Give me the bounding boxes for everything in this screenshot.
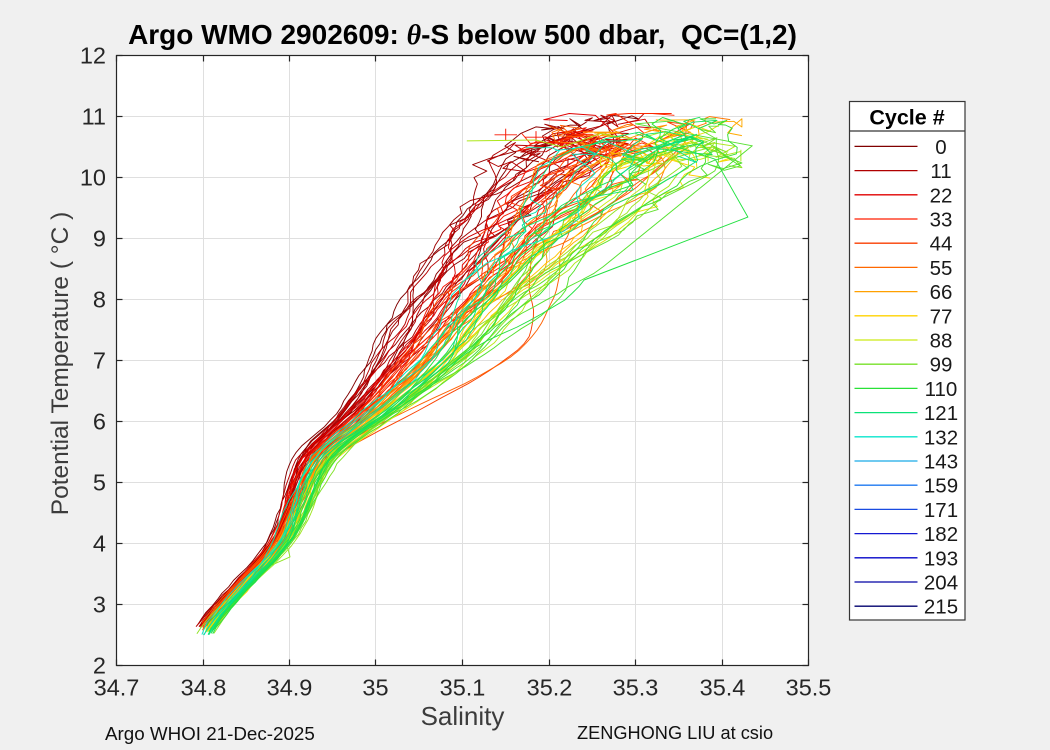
svg-text:9: 9 [93, 226, 106, 252]
svg-text:182: 182 [924, 523, 958, 546]
svg-text:8: 8 [93, 287, 106, 313]
svg-text:35.5: 35.5 [786, 675, 832, 701]
svg-text:2: 2 [93, 653, 106, 679]
svg-text:55: 55 [930, 257, 953, 280]
svg-text:44: 44 [930, 233, 953, 256]
svg-text:77: 77 [930, 305, 953, 328]
svg-text:99: 99 [930, 354, 953, 377]
svg-text:3: 3 [93, 592, 106, 618]
svg-text:159: 159 [924, 475, 958, 498]
svg-text:35: 35 [362, 675, 388, 701]
svg-text:66: 66 [930, 281, 953, 304]
svg-text:33: 33 [930, 209, 953, 232]
svg-text:35.2: 35.2 [527, 675, 573, 701]
svg-text:4: 4 [93, 531, 106, 557]
svg-text:12: 12 [80, 43, 106, 69]
svg-text:34.8: 34.8 [181, 675, 227, 701]
svg-text:35.3: 35.3 [613, 675, 659, 701]
svg-text:5: 5 [93, 470, 106, 496]
svg-text:143: 143 [924, 451, 958, 474]
svg-text:171: 171 [924, 499, 958, 522]
svg-text:10: 10 [80, 165, 106, 191]
svg-text:132: 132 [924, 426, 958, 449]
svg-text:35.1: 35.1 [440, 675, 486, 701]
svg-text:110: 110 [925, 378, 958, 401]
svg-text:7: 7 [93, 348, 106, 374]
svg-text:35.4: 35.4 [700, 675, 746, 701]
svg-text:Cycle #: Cycle # [869, 106, 944, 130]
svg-text:6: 6 [93, 409, 106, 435]
svg-text:215: 215 [924, 596, 958, 619]
svg-text:Argo WMO 2902609: θ-S below 50: Argo WMO 2902609: θ-S below 500 dbar, QC… [128, 19, 797, 51]
svg-text:204: 204 [924, 572, 958, 595]
svg-text:Salinity: Salinity [421, 701, 505, 731]
svg-text:ZENGHONG LIU at csio: ZENGHONG LIU at csio [577, 723, 773, 743]
svg-text:121: 121 [924, 402, 958, 425]
svg-text:0: 0 [935, 136, 946, 159]
svg-text:11: 11 [82, 104, 106, 130]
svg-text:34.9: 34.9 [267, 675, 313, 701]
svg-text:11: 11 [930, 160, 951, 183]
svg-text:Potential Temperature ( °C ): Potential Temperature ( °C ) [47, 212, 74, 515]
svg-text:88: 88 [930, 330, 953, 353]
svg-text:Argo WHOI 21-Dec-2025: Argo WHOI 21-Dec-2025 [105, 723, 315, 744]
svg-text:22: 22 [930, 184, 953, 207]
svg-text:193: 193 [924, 547, 958, 570]
svg-text:34.7: 34.7 [94, 675, 140, 701]
